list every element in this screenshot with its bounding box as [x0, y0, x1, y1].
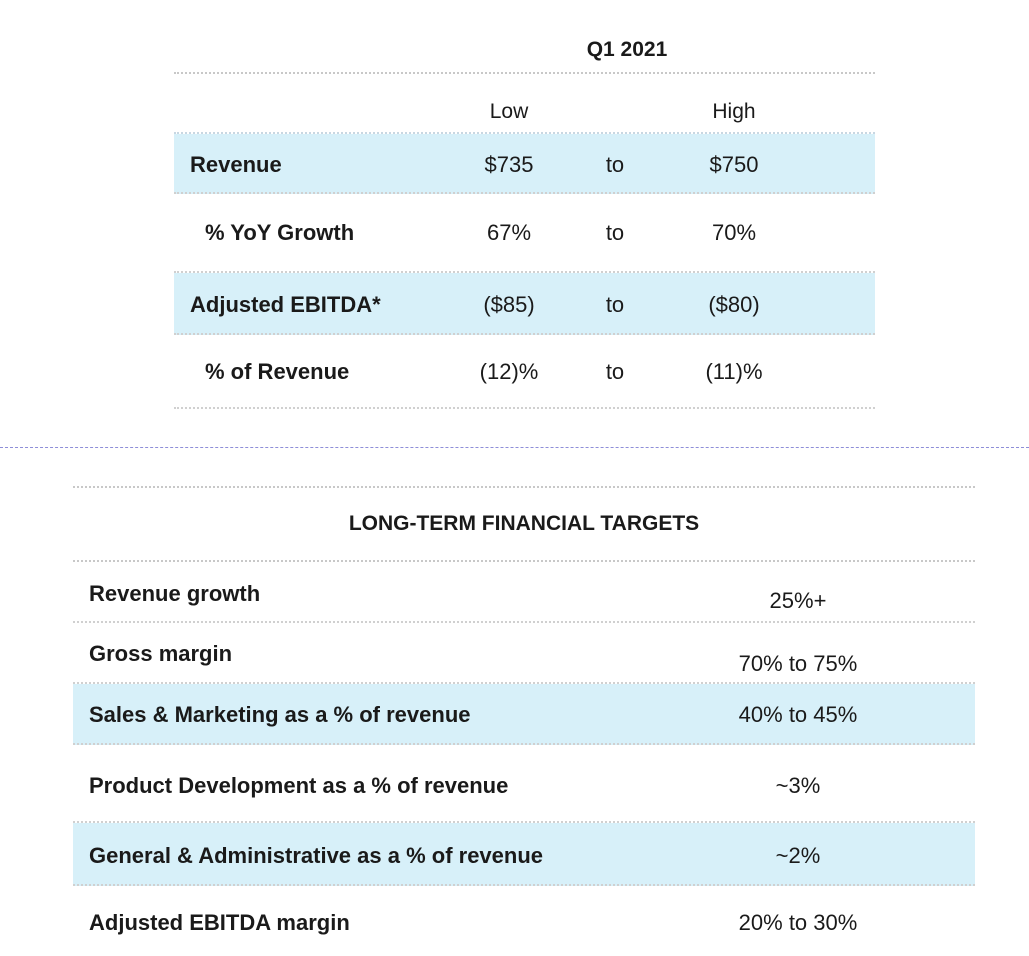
- guidance-row-revenue: Revenue $735 to $750: [174, 134, 875, 194]
- target-row-adjusted-ebitda-margin: Adjusted EBITDA margin 20% to 30%: [73, 886, 975, 956]
- low-value: ($85): [483, 292, 535, 317]
- target-value: ~3%: [775, 773, 821, 798]
- target-value: 40% to 45%: [738, 702, 858, 727]
- period-title: Q1 2021: [586, 38, 668, 61]
- low-value: (12)%: [479, 359, 539, 384]
- target-value: 20% to 30%: [738, 910, 858, 935]
- target-label: Product Development as a % of revenue: [89, 773, 509, 798]
- target-label: Sales & Marketing as a % of revenue: [89, 702, 471, 727]
- guidance-row-percent-of-revenue: % of Revenue (12)% to (11)%: [174, 335, 875, 409]
- target-row-sales-marketing: Sales & Marketing as a % of revenue 40% …: [73, 684, 975, 745]
- low-value: 67%: [486, 220, 532, 245]
- target-label: Revenue growth: [89, 581, 261, 606]
- row-label: Adjusted EBITDA*: [190, 292, 381, 317]
- target-value: ~2%: [775, 843, 821, 868]
- period-header-row: Q1 2021: [174, 0, 875, 74]
- low-value: $735: [484, 152, 534, 177]
- high-column-header: High: [712, 100, 756, 123]
- range-separator: to: [605, 359, 625, 384]
- q1-guidance-table: Q1 2021 Low High Revenue $735 to $750 % …: [174, 0, 875, 409]
- long-term-targets-table: LONG-TERM FINANCIAL TARGETS Revenue grow…: [73, 486, 975, 956]
- target-row-product-development: Product Development as a % of revenue ~3…: [73, 745, 975, 823]
- guidance-row-yoy-growth: % YoY Growth 67% to 70%: [174, 194, 875, 273]
- target-value: 25%+: [769, 588, 827, 613]
- target-row-gross-margin: Gross margin 70% to 75%: [73, 623, 975, 684]
- row-label: % YoY Growth: [205, 220, 355, 245]
- target-value: 70% to 75%: [738, 651, 858, 676]
- target-row-revenue-growth: Revenue growth 25%+: [73, 562, 975, 623]
- high-value: 70%: [711, 220, 757, 245]
- targets-title: LONG-TERM FINANCIAL TARGETS: [348, 512, 700, 535]
- range-separator: to: [605, 220, 625, 245]
- row-label: % of Revenue: [205, 359, 350, 384]
- section-divider: [0, 447, 1029, 448]
- low-column-header: Low: [489, 100, 529, 123]
- target-label: Adjusted EBITDA margin: [89, 910, 350, 935]
- target-label: Gross margin: [89, 641, 233, 666]
- target-row-general-administrative: General & Administrative as a % of reven…: [73, 823, 975, 886]
- targets-title-row: LONG-TERM FINANCIAL TARGETS: [73, 486, 975, 562]
- target-label: General & Administrative as a % of reven…: [89, 843, 544, 868]
- high-value: ($80): [708, 292, 760, 317]
- range-separator: to: [605, 152, 625, 177]
- range-separator: to: [605, 292, 625, 317]
- guidance-row-adjusted-ebitda: Adjusted EBITDA* ($85) to ($80): [174, 273, 875, 335]
- row-label: Revenue: [190, 152, 282, 177]
- range-header-row: Low High: [174, 74, 875, 134]
- high-value: (11)%: [705, 359, 763, 384]
- high-value: $750: [709, 152, 759, 177]
